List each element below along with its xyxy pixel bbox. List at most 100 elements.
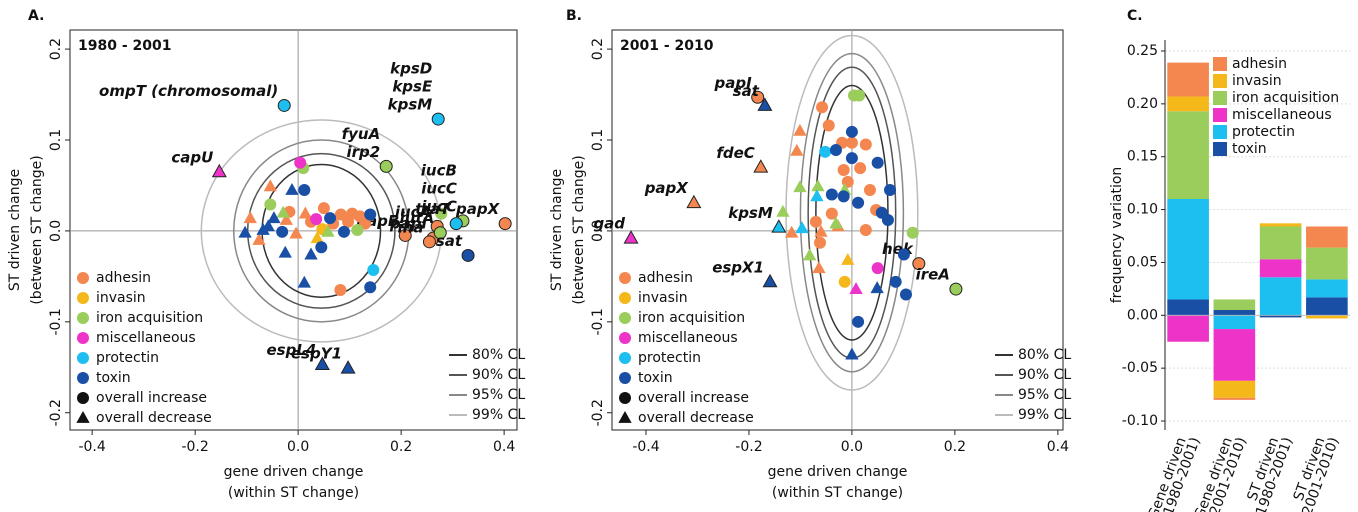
point bbox=[795, 221, 809, 234]
point bbox=[825, 207, 838, 220]
legend-label: toxin bbox=[1232, 141, 1267, 157]
point bbox=[837, 164, 850, 176]
legend-marker bbox=[619, 332, 631, 344]
point-label: irp2 bbox=[346, 143, 380, 161]
x-axis-label: gene driven change bbox=[768, 464, 908, 480]
y-tick-label: 0.10 bbox=[1127, 202, 1158, 218]
point bbox=[753, 159, 769, 173]
point bbox=[276, 225, 289, 238]
legend-label: miscellaneous bbox=[96, 330, 196, 346]
point bbox=[771, 219, 787, 233]
point-label: fdeC bbox=[716, 144, 754, 162]
point-label: papX bbox=[455, 200, 501, 218]
y-axis-label: ST driven change bbox=[549, 169, 565, 291]
x-tick-label: -0.2 bbox=[181, 439, 208, 455]
point bbox=[897, 248, 910, 261]
point bbox=[852, 196, 865, 209]
legend-swatch bbox=[1213, 57, 1227, 71]
point bbox=[871, 262, 884, 275]
point bbox=[211, 163, 227, 178]
point-label: kpsM bbox=[388, 96, 433, 114]
y-axis-label: ST driven change bbox=[7, 169, 23, 291]
point bbox=[949, 282, 963, 296]
point-label: kpsD bbox=[390, 60, 432, 78]
point bbox=[340, 360, 356, 374]
point bbox=[793, 123, 807, 136]
legend-label: protectin bbox=[1232, 124, 1295, 140]
bar-segment bbox=[1306, 315, 1348, 319]
y-tick-label: -0.05 bbox=[1122, 360, 1158, 376]
point bbox=[351, 224, 364, 236]
point bbox=[243, 211, 257, 224]
x-tick-label: -0.2 bbox=[735, 439, 762, 455]
y-tick-label: 0.0 bbox=[48, 220, 64, 242]
bar-segment bbox=[1167, 111, 1209, 200]
bar-segment bbox=[1213, 315, 1256, 330]
point-label: iucC bbox=[421, 179, 457, 197]
point-label: ompT (chromosomal) bbox=[99, 82, 278, 100]
point-label: kpsE bbox=[392, 78, 433, 96]
legend-marker bbox=[77, 352, 89, 364]
legend-marker bbox=[77, 332, 89, 344]
point-label: iucC bbox=[421, 197, 457, 215]
legend-marker bbox=[77, 272, 89, 284]
point bbox=[298, 184, 311, 196]
point-label: papX bbox=[644, 179, 690, 197]
legend-label: iron acquisition bbox=[638, 310, 745, 326]
point bbox=[838, 275, 851, 288]
bar-segment bbox=[1213, 329, 1256, 381]
point bbox=[845, 136, 858, 149]
bar-segment bbox=[1167, 299, 1209, 316]
point bbox=[321, 224, 335, 237]
bar-segment bbox=[1259, 315, 1302, 318]
bar-segment bbox=[1306, 297, 1348, 316]
bar-segment bbox=[1259, 223, 1302, 227]
ellipse-legend-label: 80% CL bbox=[1018, 347, 1071, 363]
point bbox=[819, 145, 832, 158]
point bbox=[875, 206, 888, 219]
point bbox=[841, 253, 855, 265]
legend-swatch bbox=[1213, 91, 1227, 105]
point bbox=[433, 226, 447, 240]
legend-label: overall increase bbox=[96, 390, 207, 406]
point-label: capU bbox=[171, 148, 213, 166]
legend-label: iron acquisition bbox=[1232, 90, 1339, 106]
y-tick-label: 0.00 bbox=[1127, 307, 1158, 323]
point bbox=[264, 198, 277, 211]
point bbox=[845, 152, 858, 165]
legend-marker bbox=[619, 292, 631, 304]
legend-marker bbox=[77, 312, 89, 324]
ellipse-legend-label: 90% CL bbox=[472, 367, 525, 383]
y-tick-label: 0.05 bbox=[1127, 254, 1158, 270]
point bbox=[803, 248, 817, 261]
point-label: kpsM bbox=[728, 204, 773, 222]
legend-marker bbox=[619, 352, 631, 364]
legend-swatch bbox=[1213, 125, 1227, 139]
point bbox=[863, 184, 876, 196]
point bbox=[324, 212, 337, 225]
bar-segment bbox=[1167, 96, 1209, 112]
point bbox=[276, 205, 290, 218]
point bbox=[793, 180, 807, 193]
legend-label: invasin bbox=[1232, 73, 1282, 89]
x-tick-label: -0.4 bbox=[632, 439, 659, 455]
plot-frame bbox=[69, 29, 518, 431]
point bbox=[367, 264, 380, 276]
legend-swatch bbox=[1213, 74, 1227, 88]
point-label: espY1 bbox=[291, 345, 342, 363]
panel-letter: A. bbox=[28, 8, 44, 24]
point-label: ireA bbox=[916, 266, 950, 284]
y-tick-label: 0.1 bbox=[590, 129, 606, 151]
point bbox=[811, 179, 825, 192]
point-label: fyuA bbox=[342, 125, 381, 143]
legend-label: invasin bbox=[638, 290, 688, 306]
point-label: papI bbox=[389, 215, 428, 233]
y-tick-label: 0.1 bbox=[48, 129, 64, 151]
y-tick-label: -0.2 bbox=[590, 399, 606, 426]
ellipse-legend-label: 99% CL bbox=[1018, 407, 1071, 423]
point bbox=[298, 206, 312, 219]
point bbox=[623, 230, 639, 244]
point-label: papI bbox=[714, 74, 753, 92]
point bbox=[829, 216, 843, 229]
y-axis-label: frequency variation bbox=[1109, 167, 1125, 304]
